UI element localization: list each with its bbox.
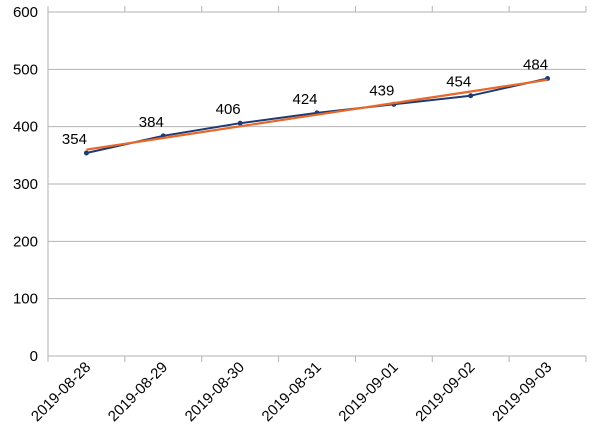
data-label: 439 — [369, 82, 394, 99]
data-label: 406 — [216, 101, 241, 118]
data-label: 424 — [292, 91, 317, 108]
y-tick-label: 100 — [13, 291, 38, 308]
data-labels: 354 384 406 424 439 454 484 — [62, 57, 548, 149]
data-point — [237, 120, 243, 126]
y-tick-label: 400 — [13, 119, 38, 136]
y-tick-label: 500 — [13, 61, 38, 78]
data-label: 384 — [139, 114, 164, 131]
x-tick-label: 2019-08-31 — [259, 359, 325, 425]
data-label: 354 — [62, 131, 87, 148]
x-tick-label: 2019-08-29 — [105, 359, 171, 425]
x-tick-label: 2019-09-01 — [335, 359, 401, 425]
x-tick-labels: 2019-08-28 2019-08-29 2019-08-30 2019-08-31… — [28, 359, 555, 425]
series — [83, 76, 551, 156]
y-tick-label: 300 — [13, 176, 38, 193]
x-tick-label: 2019-09-02 — [412, 359, 478, 425]
data-point — [83, 150, 89, 156]
data-label: 484 — [523, 57, 548, 74]
data-point — [468, 93, 474, 99]
y-tick-label: 600 — [13, 4, 38, 21]
x-tick-label: 2019-08-28 — [28, 359, 94, 425]
x-tick-label: 2019-09-03 — [489, 359, 555, 425]
gridlines — [48, 11, 586, 357]
data-label: 454 — [446, 74, 471, 91]
x-tick-label: 2019-08-30 — [182, 359, 248, 425]
y-tick-labels: 0 100 200 300 400 500 600 — [13, 4, 38, 365]
y-tick-label: 0 — [30, 348, 38, 365]
axes — [47, 6, 587, 362]
y-tick-label: 200 — [13, 233, 38, 250]
trendline — [86, 78, 548, 151]
